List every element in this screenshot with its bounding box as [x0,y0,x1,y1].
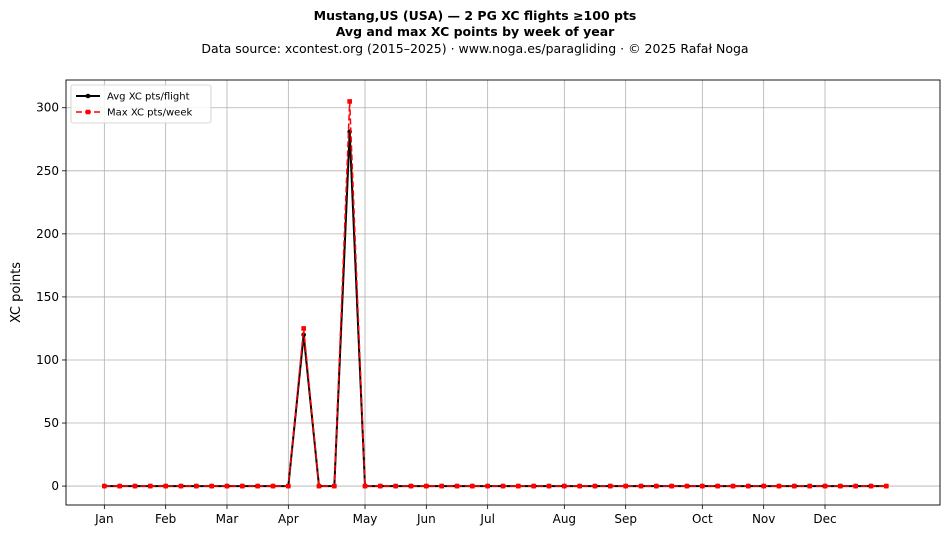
x-tick-label: Aug [553,512,576,526]
series-point-1 [684,483,690,489]
series-line-0 [104,130,887,488]
series-point-1 [255,483,260,489]
series-point-1 [822,483,828,489]
series-point-1 [592,483,598,489]
chart-source-note: Data source: xcontest.org (2015–2025) · … [201,41,749,56]
chart-title: Mustang,US (USA) — 2 PG XC flights ≥100 … [313,8,637,23]
series-point-1 [393,483,398,489]
x-tick-label: Jan [94,512,114,526]
series-point-1 [761,483,766,489]
x-tick-label: Mar [216,512,239,526]
y-axis-label: XC points [9,262,24,323]
series-point-1 [439,483,444,489]
series-point-1 [868,483,874,489]
series-point-1 [378,483,383,489]
y-tick-label: 200 [36,227,59,241]
series-point-1 [454,483,460,489]
series-point-1 [746,483,751,489]
series-point-1 [286,483,291,489]
legend: Avg XC pts/flight Max XC pts/week [70,84,212,124]
series-point-1 [102,483,107,489]
series-point-1 [838,483,843,489]
series-point-1 [531,483,536,489]
series-point-1 [730,483,736,489]
axis-ticks: Jan Feb Mar Apr May Jun Jul Aug Sep Oct Nov Dec 0 50 1… [36,101,837,526]
grid-lines [66,80,940,505]
series-point-1 [623,483,628,489]
series-point-1 [301,326,306,331]
series-point-1 [163,483,168,489]
x-tick-label: Sep [614,512,637,526]
series-point-1 [792,483,797,489]
x-tick-label: Apr [278,512,299,526]
y-tick-label: 100 [36,353,59,367]
x-tick-label: Jul [479,512,494,526]
series-point-1 [270,483,276,489]
chart-title-block: Mustang,US (USA) — 2 PG XC flights ≥100 … [0,8,950,57]
y-tick-label: 250 [36,164,59,178]
series-point-1 [608,483,613,489]
legend-label-1: Max XC pts/week [107,108,192,119]
x-tick-label: Feb [155,512,176,526]
series-point-1 [562,483,567,489]
x-tick-label: Dec [813,512,836,526]
series-point-1 [148,483,153,489]
series-point-1 [577,483,582,489]
legend-marker-0 [85,93,91,99]
x-tick-label: Oct [692,512,713,526]
y-tick-label: 150 [36,290,59,304]
plot-frame [65,79,941,506]
series-point-1 [715,483,720,489]
y-tick-label: 0 [51,479,59,493]
series-point-1 [807,483,812,489]
series-point-1 [347,99,352,104]
series-point-1 [408,483,414,489]
series-point-1 [194,483,199,489]
chart-subtitle: Avg and max XC points by week of year [335,24,615,39]
y-tick-label: 50 [44,416,59,430]
series-point-1 [224,483,230,489]
series-point-1 [884,483,889,489]
series-point-1 [178,483,184,489]
series-point-1 [516,483,521,489]
series-point-1 [485,483,490,489]
series-point-1 [332,483,337,489]
legend-label-0: Avg XC pts/flight [107,92,190,103]
series-point-1 [500,483,506,489]
series-point-1 [700,483,705,489]
series-group [102,99,889,489]
series-point-1 [638,483,644,489]
series-point-1 [424,483,429,489]
series-line-1 [104,100,887,487]
legend-marker-1 [85,109,91,115]
series-point-1 [132,483,138,489]
y-tick-label: 300 [36,101,59,115]
series-point-1 [669,483,674,489]
series-point-1 [362,483,368,489]
series-point-1 [654,483,659,489]
series-point-1 [117,483,122,489]
series-point-1 [776,483,782,489]
series-point-1 [209,483,214,489]
series-point-1 [470,483,475,489]
x-tick-label: Nov [752,512,775,526]
legend-box [70,84,212,124]
series-point-1 [316,483,322,489]
series-point-1 [853,483,858,489]
series-point-1 [240,483,245,489]
x-tick-label: May [353,512,378,526]
x-tick-label: Jun [416,512,436,526]
series-point-1 [546,483,552,489]
